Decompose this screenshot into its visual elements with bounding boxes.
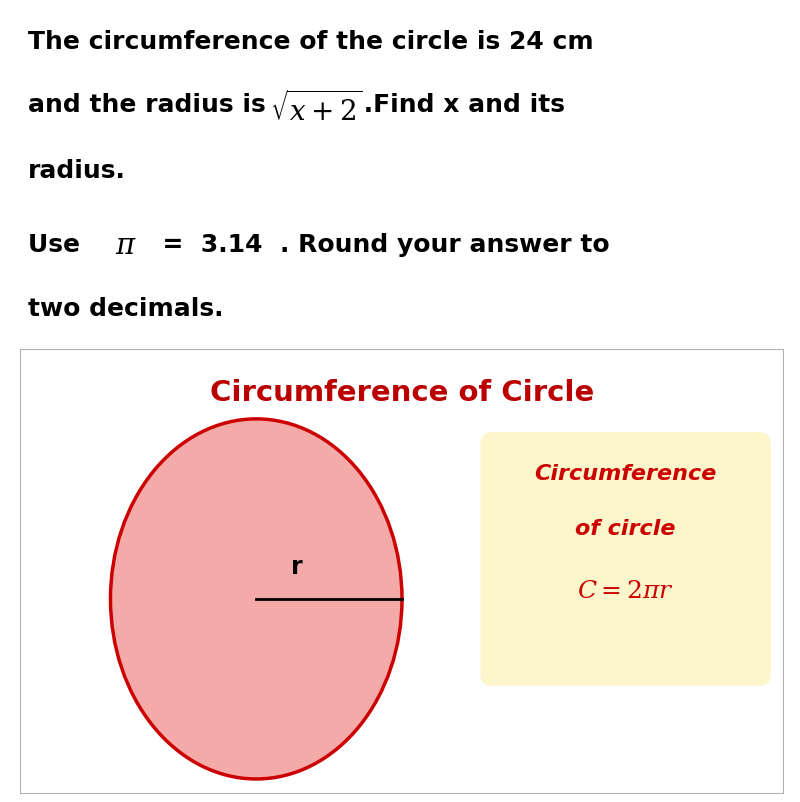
Text: $\pi$: $\pi$: [115, 233, 137, 261]
Text: Circumference of Circle: Circumference of Circle: [210, 379, 594, 407]
FancyBboxPatch shape: [20, 349, 784, 794]
Text: Use: Use: [28, 233, 106, 257]
Text: two decimals.: two decimals.: [28, 298, 223, 321]
Ellipse shape: [110, 419, 402, 779]
Text: $C = 2\pi r$: $C = 2\pi r$: [577, 579, 674, 603]
Text: r: r: [290, 555, 302, 579]
Text: The circumference of the circle is 24 cm: The circumference of the circle is 24 cm: [28, 30, 594, 55]
FancyBboxPatch shape: [481, 432, 771, 686]
Text: and the radius is: and the radius is: [28, 93, 274, 117]
Text: $\sqrt{x+2}$: $\sqrt{x+2}$: [270, 91, 362, 127]
Text: of circle: of circle: [575, 519, 676, 539]
Text: Circumference: Circumference: [534, 464, 717, 484]
Text: radius.: radius.: [28, 160, 126, 183]
Text: .Find x and its: .Find x and its: [355, 93, 565, 117]
Text: =  3.14  . Round your answer to: = 3.14 . Round your answer to: [145, 233, 610, 257]
